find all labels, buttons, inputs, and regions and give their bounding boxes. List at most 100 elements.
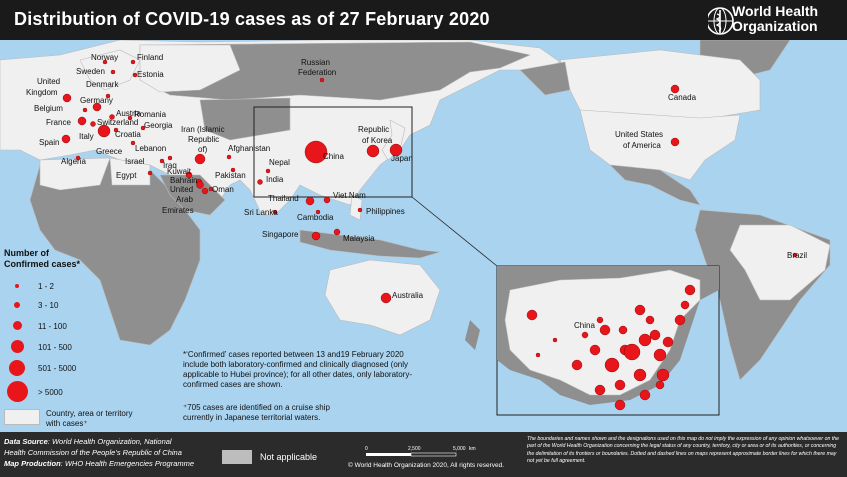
- dot-thailand: [305, 196, 315, 206]
- title-bar: Distribution of COVID-19 cases as of 27 …: [0, 0, 847, 40]
- label-china: China: [323, 152, 344, 161]
- scandinavia-land: [79, 49, 141, 91]
- dot-georgia: [140, 125, 146, 131]
- source-block: Data Source: World Health Organization, …: [4, 436, 194, 469]
- legend-dot-5: [9, 360, 25, 376]
- dot-korea: [366, 144, 380, 158]
- russia-land: [139, 41, 531, 101]
- copyright: © World Health Organization 2020, All ri…: [348, 462, 505, 469]
- kazakh-land: [199, 97, 291, 141]
- nz-land: [465, 320, 480, 350]
- dot-pakistan: [230, 167, 236, 173]
- legend-dot-6: [7, 381, 28, 402]
- label-nepal: Nepal: [269, 158, 290, 167]
- footnote-cruise: ⁺705 cases are identified on a cruise sh…: [183, 403, 330, 423]
- label-bahrain: Bahrain: [170, 176, 198, 185]
- scale-tick-1: 2,500: [408, 446, 421, 452]
- footnote-1-line-1: *‘Confirmed’ cases reported between 13 a…: [183, 350, 404, 359]
- source-text: : World Health Organization, National: [47, 437, 172, 446]
- who-name: World Health Organization: [732, 4, 818, 34]
- label-cambodia: Cambodia: [297, 213, 334, 222]
- label-korea-1: Republic: [358, 125, 389, 134]
- legend-dot-1: [15, 284, 19, 288]
- scale-bar: 0 2,500 5,000 km: [365, 446, 476, 457]
- dot-uae: [201, 187, 209, 195]
- dot-estonia: [132, 72, 138, 78]
- dot-cambodia: [315, 209, 321, 215]
- label-thailand: Thailand: [268, 194, 299, 203]
- china-frame: [253, 106, 413, 198]
- dot-belgium: [82, 107, 88, 113]
- legend: Number of Confirmed cases*: [4, 248, 124, 270]
- scale-tick-0: 0: [365, 446, 368, 452]
- label-usa-2: of America: [623, 141, 661, 150]
- label-iran-3: of): [198, 145, 208, 154]
- philippines-land: [349, 194, 363, 221]
- label-australia: Australia: [392, 291, 424, 300]
- label-uk-2: Kingdom: [26, 88, 58, 97]
- dot-switzerland: [90, 121, 96, 127]
- case-dots: [61, 59, 798, 411]
- usa-land: [579, 109, 741, 181]
- map-title: Distribution of COVID-19 cases as of 27 …: [14, 9, 490, 29]
- label-germany: Germany: [80, 96, 113, 105]
- dot-lebanon: [167, 155, 173, 161]
- inset-connector: [411, 196, 498, 267]
- legend-dot-4: [11, 340, 24, 353]
- north-africa-algeria: [39, 157, 111, 191]
- label-romania: Romania: [134, 110, 167, 119]
- label-italy: Italy: [79, 132, 94, 141]
- dot-finland: [130, 59, 136, 65]
- legend-dot-3: [13, 321, 22, 330]
- label-japan: Japan: [391, 154, 413, 163]
- legend-country-swatch: [4, 409, 40, 425]
- footnote-2-line-1: ⁺705 cases are identified on a cruise sh…: [183, 403, 330, 412]
- label-israel: Israel: [125, 157, 145, 166]
- label-denmark: Denmark: [86, 80, 119, 89]
- arabia-land: [159, 174, 226, 216]
- who-line2: Organization: [732, 18, 818, 34]
- dot-malaysia: [333, 228, 341, 236]
- label-estonia: Estonia: [137, 70, 164, 79]
- footnote-confirmed: *‘Confirmed’ cases reported between 13 a…: [183, 350, 412, 390]
- legend-item-6: > 5000: [38, 388, 63, 397]
- label-malaysia: Malaysia: [343, 234, 375, 243]
- dot-israel: [159, 158, 165, 164]
- label-kuwait: Kuwait: [167, 167, 192, 176]
- dot-algeria: [75, 155, 81, 161]
- label-iran-1: Iran (Islamic: [181, 125, 225, 134]
- label-philippines: Philippines: [366, 207, 405, 216]
- russia-west: [139, 44, 241, 93]
- dot-india: [257, 179, 263, 185]
- label-algeria: Algeria: [61, 157, 86, 166]
- label-iran-2: Republic: [188, 135, 219, 144]
- label-afghanistan: Afghanistan: [228, 144, 270, 153]
- label-sri-lanka: Sri Lanka: [244, 208, 278, 217]
- label-brazil: Brazil: [787, 251, 807, 260]
- dot-denmark: [105, 93, 111, 99]
- label-viet-nam: Viet Nam: [333, 191, 366, 200]
- dot-egypt: [147, 170, 153, 176]
- label-switzerland: Switzerland: [97, 118, 138, 127]
- legend-country-line2: with cases⁺: [46, 419, 88, 428]
- label-croatia: Croatia: [115, 130, 141, 139]
- dot-canada: [670, 84, 680, 94]
- label-pakistan: Pakistan: [215, 171, 246, 180]
- dot-sweden: [110, 69, 116, 75]
- dot-nepal: [265, 168, 271, 174]
- label-india: India: [266, 175, 284, 184]
- label-oman: Oman: [212, 185, 234, 194]
- canada-land: [559, 49, 761, 121]
- label-sweden: Sweden: [76, 67, 105, 76]
- dot-romania: [127, 115, 133, 121]
- legend-country-text: Country, area or territory with cases⁺: [46, 409, 133, 429]
- dot-australia: [380, 292, 392, 304]
- dot-spain: [61, 134, 71, 144]
- dot-bahrain: [196, 181, 204, 189]
- dot-japan: [389, 143, 403, 157]
- who-line1: World Health: [732, 3, 819, 19]
- label-austria: Austria: [116, 109, 141, 118]
- mexico-land: [609, 164, 701, 206]
- label-georgia: Georgia: [144, 121, 173, 130]
- dot-italy: [97, 124, 111, 138]
